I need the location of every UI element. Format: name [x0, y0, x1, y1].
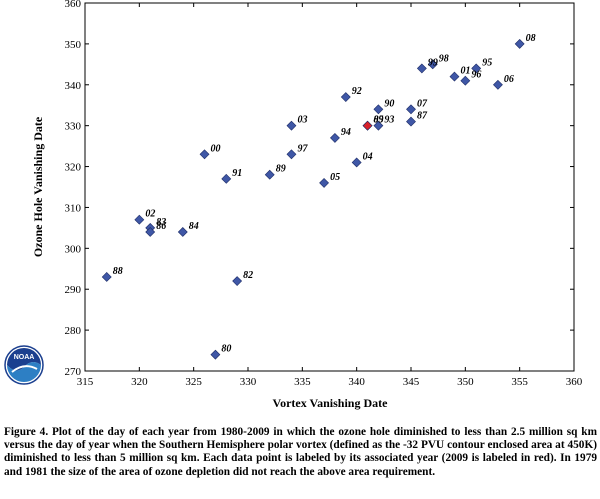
y-tick-label: 350 — [65, 39, 82, 51]
x-tick-label: 355 — [511, 376, 528, 388]
data-point-label: 98 — [439, 53, 449, 64]
data-point — [210, 349, 221, 360]
data-point — [416, 63, 427, 74]
data-point — [286, 120, 297, 131]
data-point — [373, 120, 384, 131]
noaa-logo: NOAA — [4, 345, 44, 385]
data-point — [373, 104, 384, 115]
data-point-label: 99 — [428, 57, 438, 68]
data-point-label: 04 — [363, 151, 373, 162]
y-tick-label: 340 — [65, 80, 82, 92]
plot-frame — [84, 2, 575, 372]
data-point-label: 86 — [156, 221, 166, 232]
y-tick-label: 310 — [65, 202, 82, 214]
y-tick-label: 270 — [65, 366, 82, 378]
y-tick-label: 330 — [65, 121, 82, 133]
scatter-chart: 315 320 325 330 335 340 345 350 355 360 270 280 290… — [31, 0, 583, 410]
data-point-label: 05 — [330, 172, 340, 183]
y-axis-title: Ozone Hole Vanishing Date — [31, 116, 45, 257]
x-tick-label: 335 — [294, 376, 311, 388]
data-point-label: 02 — [145, 209, 155, 220]
data-point-label: 00 — [211, 143, 221, 154]
figure-caption: Figure 4. Plot of the day of each year f… — [4, 426, 597, 478]
x-tick-label: 340 — [348, 376, 365, 388]
data-point-label: 88 — [113, 266, 123, 277]
data-point-label: 90 — [384, 98, 394, 109]
x-axis: 315 320 325 330 335 340 345 350 355 360 — [77, 3, 583, 388]
data-point-label: 82 — [243, 270, 253, 281]
data-point-label: 97 — [297, 143, 308, 154]
y-tick-label: 300 — [65, 243, 82, 255]
data-point — [145, 227, 156, 237]
data-point-label: 85 — [374, 115, 384, 126]
x-tick-label: 360 — [566, 376, 583, 388]
data-point-label: 06 — [504, 74, 514, 85]
data-point-label: 87 — [417, 111, 428, 122]
data-point-label: 03 — [297, 115, 307, 126]
data-point — [232, 276, 243, 286]
x-tick-label: 320 — [131, 376, 148, 388]
data-point-label: 94 — [341, 127, 351, 138]
data-point — [340, 92, 351, 102]
data-point-label: 89 — [276, 164, 286, 175]
x-tick-label: 350 — [457, 376, 474, 388]
x-tick-label: 315 — [77, 376, 94, 388]
data-point-label: 83 — [156, 217, 166, 228]
data-point — [460, 75, 471, 86]
data-point — [177, 227, 188, 237]
data-point — [351, 157, 362, 168]
data-point-label: 91 — [232, 168, 242, 179]
data-point-label: 84 — [189, 221, 199, 232]
data-point-label: 92 — [352, 86, 362, 97]
data-point — [493, 79, 503, 90]
data-point — [406, 116, 416, 127]
x-axis-title: Vortex Vanishing Date — [273, 396, 389, 410]
data-point — [221, 173, 232, 184]
data-point-label: 07 — [417, 98, 428, 109]
data-point — [199, 149, 210, 160]
data-point-label: 80 — [221, 344, 231, 355]
data-point — [101, 272, 112, 282]
data-point — [427, 59, 438, 70]
data-point — [319, 177, 329, 188]
y-tick-label: 280 — [65, 325, 82, 337]
data-point-label: 09 — [374, 115, 384, 126]
data-point — [362, 120, 373, 131]
data-point-label: 96 — [471, 70, 481, 81]
y-tick-label: 360 — [65, 0, 82, 10]
y-axis: 270 280 290 300 310 320 330 340 350 360 — [65, 0, 574, 378]
data-point-label: 93 — [384, 115, 394, 126]
data-point — [134, 214, 145, 225]
x-tick-label: 345 — [403, 376, 420, 388]
data-point-label: 08 — [526, 33, 536, 44]
y-tick-label: 320 — [65, 162, 82, 174]
logo-text: NOAA — [14, 354, 35, 361]
data-point — [286, 149, 297, 160]
data-point — [264, 169, 275, 180]
data-point — [471, 63, 482, 74]
data-point-label: 95 — [482, 57, 492, 68]
x-tick-label: 330 — [240, 376, 257, 388]
data-point — [406, 104, 416, 115]
x-tick-label: 325 — [185, 376, 202, 388]
data-point — [330, 133, 340, 143]
y-tick-label: 290 — [65, 284, 82, 296]
data-point-label: 01 — [460, 66, 470, 77]
data-point — [449, 71, 460, 82]
data-point — [514, 38, 525, 49]
